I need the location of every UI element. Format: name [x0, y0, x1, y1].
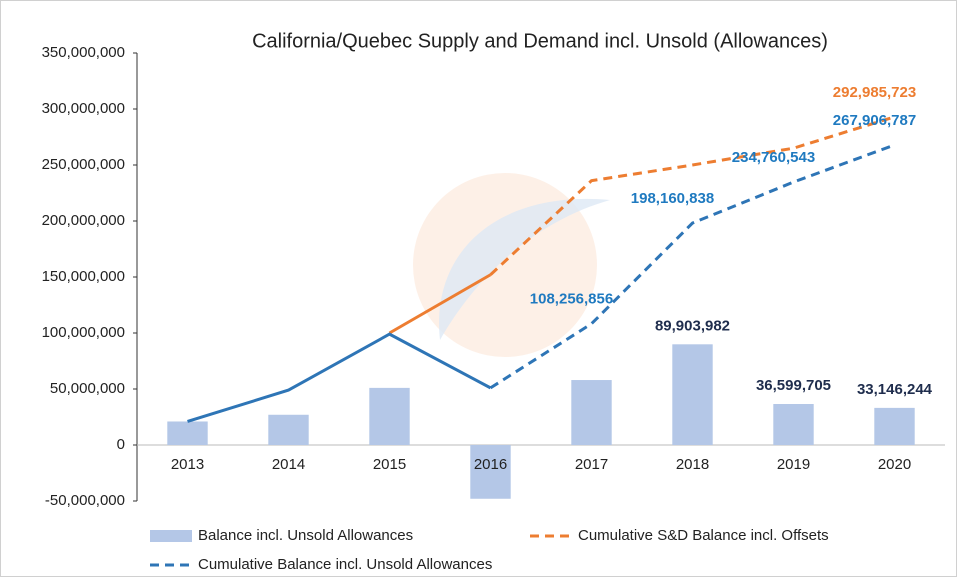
y-tick-label: 100,000,000	[42, 324, 125, 341]
x-tick-label: 2020	[878, 456, 911, 473]
data-label: 292,985,723	[833, 84, 916, 101]
data-label: 267,906,787	[833, 112, 916, 129]
x-tick-label: 2014	[272, 456, 305, 473]
y-tick-label: -50,000,000	[45, 492, 125, 509]
line	[489, 143, 896, 390]
legend-label: Cumulative S&D Balance incl. Offsets	[578, 527, 829, 544]
legend-swatch	[150, 530, 192, 542]
y-tick-label: 150,000,000	[42, 268, 125, 285]
bar	[470, 445, 511, 499]
line	[489, 115, 895, 276]
chart-title: California/Quebec Supply and Demand incl…	[252, 30, 828, 52]
x-tick-label: 2018	[676, 456, 709, 473]
bar	[167, 421, 208, 445]
bar	[773, 404, 814, 445]
data-label: 33,146,244	[857, 381, 933, 398]
data-label: 108,256,856	[530, 291, 613, 308]
watermark-leaf	[439, 198, 610, 340]
y-tick-label: 200,000,000	[42, 212, 125, 229]
line	[388, 273, 492, 335]
data-label: 36,599,705	[756, 377, 831, 394]
legend-label: Cumulative Balance incl. Unsold Allowanc…	[198, 556, 492, 573]
x-tick-label: 2019	[777, 456, 810, 473]
x-tick-label: 2015	[373, 456, 406, 473]
bar	[874, 407, 915, 445]
legend-label: Balance incl. Unsold Allowances	[198, 527, 413, 544]
data-label: 89,903,982	[655, 317, 730, 334]
y-tick-label: 50,000,000	[50, 380, 125, 397]
x-tick-label: 2013	[171, 456, 204, 473]
data-label: 234,760,543	[732, 149, 815, 166]
y-tick-label: 250,000,000	[42, 156, 125, 173]
y-tick-label: 0	[117, 436, 125, 453]
x-tick-label: 2017	[575, 456, 608, 473]
data-label: 198,160,838	[631, 190, 714, 207]
bar	[571, 380, 612, 445]
bar	[672, 344, 713, 445]
x-tick-label: 2016	[474, 456, 507, 473]
bar	[369, 387, 410, 445]
y-tick-label: 350,000,000	[42, 44, 125, 61]
line	[187, 332, 492, 423]
bar	[268, 414, 309, 445]
y-tick-label: 300,000,000	[42, 100, 125, 117]
